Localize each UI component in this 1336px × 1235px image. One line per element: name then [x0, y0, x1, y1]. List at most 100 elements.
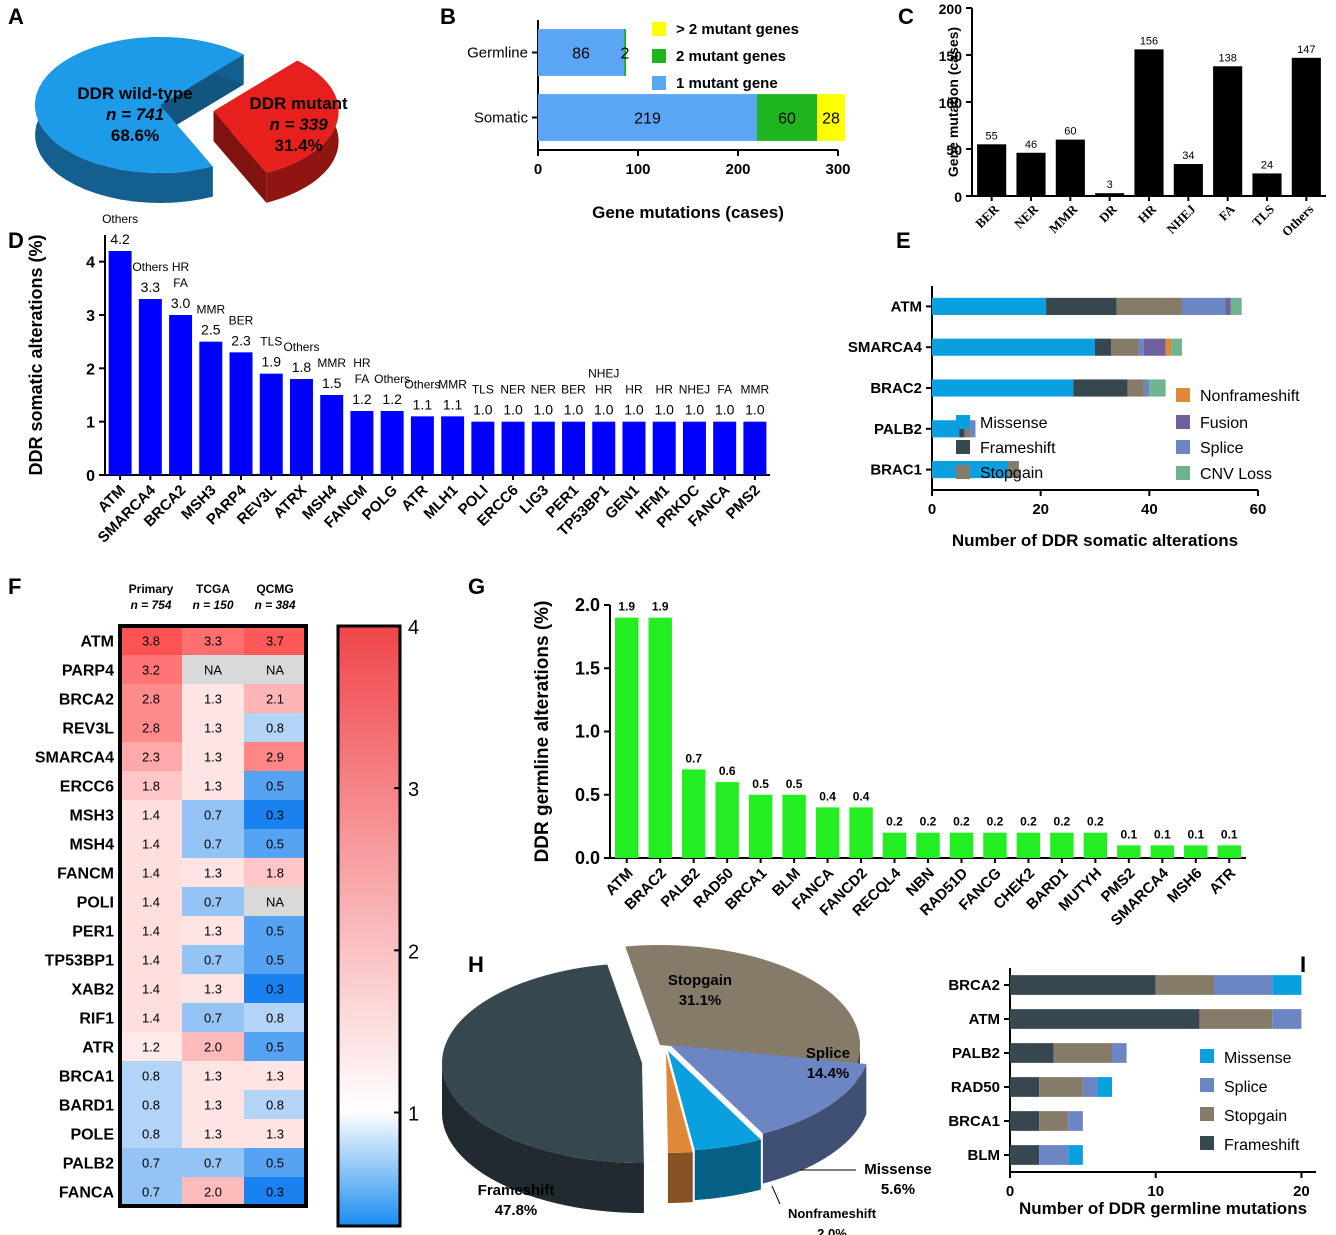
cell-atm-tcga: [182, 626, 244, 655]
cell-value-bard1-qcmg: 0.8: [266, 1098, 284, 1113]
cell-ercc6-tcga: [182, 771, 244, 800]
value-label-poli: 1.0: [473, 402, 493, 418]
slice-missense-top: [668, 1051, 761, 1151]
pathway-label-ercc6-0: NER: [500, 383, 526, 397]
bar-label-germline-1-mutant-gene: 86: [572, 46, 590, 63]
bar-msh3: [199, 341, 223, 475]
colorbar-tick-label-4: 4: [408, 617, 419, 639]
bar-tls: [1252, 173, 1282, 196]
bar-per1: [562, 421, 586, 475]
row-label-brca2: BRCA2: [59, 692, 114, 709]
value-label-ber: 55: [986, 130, 998, 142]
value-label-brca1: 0.5: [752, 777, 769, 791]
slice-stopgain-top: [625, 944, 860, 1065]
value-label-brac2: 1.9: [652, 600, 669, 614]
category-label-palb2: PALB2: [874, 421, 922, 438]
legend-swatch-frameshift: [1200, 1136, 1214, 1150]
cell-value-pole-tcga: 1.3: [204, 1127, 222, 1142]
pathway-label-parp4-0: BER: [229, 313, 254, 327]
value-label-rad51d: 0.2: [953, 815, 970, 829]
value-label-polg: 1.2: [382, 391, 402, 407]
cell-value-smarca4-tcga: 1.3: [204, 750, 222, 765]
bar-palb2: [681, 769, 706, 858]
legend-swatch-stopgain: [956, 465, 970, 479]
category-label-polg: POLG: [359, 482, 401, 524]
cell-value-ercc6-primary: 1.8: [142, 779, 160, 794]
cell-value-pole-qcmg: 1.3: [266, 1127, 284, 1142]
bar-brca2-stopgain: [1155, 975, 1214, 995]
cell-rev3l-primary: [120, 713, 182, 742]
bar-dr: [1095, 193, 1125, 196]
value-label-atm: 1.9: [618, 600, 635, 614]
bar-pms2: [743, 421, 767, 475]
value-label-gen1: 1.0: [624, 402, 644, 418]
cell-value-fanca-qcmg: 0.3: [266, 1185, 284, 1200]
cell-palb2-tcga: [182, 1148, 244, 1177]
legend-label-2-mutant-genes: 2 mutant genes: [676, 48, 786, 65]
cell-value-bard1-primary: 0.8: [142, 1098, 160, 1113]
x-tick-label-60: 60: [1250, 501, 1267, 518]
y-tick-label-1-0: 1.0: [575, 722, 600, 742]
bar-label-somatic-2-mutant-genes: 28: [822, 111, 840, 128]
value-label-lig3: 1.0: [534, 402, 554, 418]
row-label-atr: ATR: [82, 1040, 114, 1057]
bar-nhej: [1173, 164, 1203, 196]
category-label-somatic: Somatic: [474, 110, 529, 127]
value-label-atm: 4.2: [110, 231, 130, 247]
bar-bard1: [1050, 832, 1074, 858]
bar-brac2-cnv-loss: [1149, 379, 1166, 397]
slice-mutant-top: [213, 60, 339, 173]
cell-value-rif1-qcmg: 0.8: [266, 1011, 284, 1026]
pathway-label-prkdc-0: NHEJ: [679, 383, 710, 397]
bar-brac2-frameshift: [1073, 379, 1128, 397]
cell-value-atm-qcmg: 3.7: [266, 634, 284, 649]
colorbar-tick-label-3: 3: [408, 779, 419, 801]
value-label-msh6: 0.1: [1187, 827, 1204, 841]
cell-value-atm-tcga: 3.3: [204, 634, 222, 649]
bar-atm-missense: [932, 297, 1047, 315]
legend-label-stopgain: Stopgain: [1224, 1108, 1287, 1125]
legend-swatch-nonframeshift: [1176, 388, 1190, 402]
pathway-label-hfm1-0: HR: [656, 383, 674, 397]
bar-rad50-splice: [1082, 1077, 1098, 1097]
cell-smarca4-tcga: [182, 742, 244, 771]
value-label-recql4: 0.2: [886, 815, 903, 829]
pct-wild-type: 68.6%: [111, 126, 159, 145]
panel-label-b: B: [440, 4, 456, 29]
bar-mutyh: [1083, 832, 1108, 858]
legend-label-missense: Missense: [980, 415, 1048, 432]
cell-fanca-primary: [120, 1177, 182, 1206]
cell-per1-qcmg: [244, 916, 306, 945]
cell-value-msh3-primary: 1.4: [142, 808, 160, 823]
slice-pct-nonframeshift: 2.0%: [817, 1226, 847, 1235]
slice-wild-type-top: [34, 36, 244, 173]
cell-palb2-qcmg: [244, 1148, 306, 1177]
cell-value-pole-primary: 0.8: [142, 1127, 160, 1142]
bar-brac1-missense: [932, 461, 1009, 479]
legend-label-fusion: Fusion: [1200, 415, 1248, 432]
cell-value-brca1-tcga: 1.3: [204, 1069, 222, 1084]
cell-rif1-primary: [120, 1003, 182, 1032]
value-label-msh3: 2.5: [201, 322, 221, 338]
cell-value-xab2-primary: 1.4: [142, 982, 160, 997]
legend-label-missense: Missense: [1224, 1050, 1292, 1067]
bar-atm-cnv-loss: [1230, 297, 1242, 315]
panel-label-a: A: [8, 4, 24, 29]
bar-brca2-frameshift: [1010, 975, 1156, 995]
row-label-msh4: MSH4: [70, 837, 115, 854]
bar-lig3: [531, 421, 555, 475]
bar-label-somatic-1-mutant-gene: 219: [634, 111, 661, 128]
legend-swatch-2-mutant-genes: [652, 49, 666, 63]
heatmap-border: [118, 624, 308, 1208]
cell-brca1-primary: [120, 1061, 182, 1090]
category-label-blm: BLM: [968, 1147, 1001, 1164]
cell-xab2-primary: [120, 974, 182, 1003]
pathway-label-atrx-0: Others: [283, 340, 319, 354]
bar-brca1-stopgain: [1039, 1111, 1069, 1131]
bar-brac1-stopgain: [1008, 461, 1019, 479]
pathway-label-tp53bp1-0: NHEJ: [588, 367, 619, 381]
cell-value-palb2-primary: 0.7: [142, 1156, 160, 1171]
value-label-pms2: 0.1: [1120, 827, 1137, 841]
cell-tp53bp1-tcga: [182, 945, 244, 974]
y-tick-label-2: 2: [86, 361, 95, 378]
